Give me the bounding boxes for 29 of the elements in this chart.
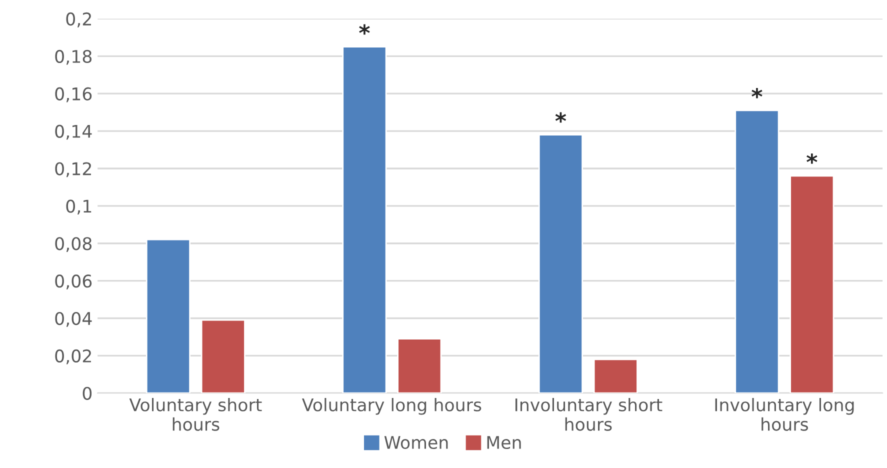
bar — [146, 238, 190, 394]
x-tick-label: Involuntary short hours — [515, 398, 662, 431]
bar — [342, 46, 387, 394]
legend-label: Women — [384, 436, 448, 450]
y-tick-label: 0,02 — [55, 349, 91, 364]
y-tick-label: 0,14 — [55, 124, 92, 140]
legend-label: Men — [487, 436, 521, 450]
y-tick-label: 0,16 — [55, 87, 92, 102]
y-tick-label: 0 — [82, 386, 92, 400]
data-label: * — [555, 112, 566, 123]
y-tick-label: 0,2 — [66, 12, 91, 28]
bar — [397, 338, 442, 394]
data-label: * — [359, 24, 370, 35]
x-tick-label: Involuntary long hours — [715, 398, 854, 431]
x-tick-label: Voluntary long hours — [302, 398, 482, 415]
bar — [734, 110, 780, 394]
y-tick-label: 0,04 — [55, 312, 92, 327]
bar — [200, 319, 246, 394]
y-tick-label: 0,08 — [55, 237, 92, 252]
y-tick-label: 0,12 — [55, 162, 91, 178]
data-label: * — [752, 88, 762, 98]
data-label: * — [806, 153, 818, 164]
y-tick-label: 0,1 — [66, 200, 92, 215]
bar — [790, 175, 834, 394]
bar — [538, 134, 583, 394]
x-tick-label: Voluntary short hours — [129, 398, 262, 431]
y-tick-label: 0,06 — [55, 274, 92, 290]
y-tick-label: 0,18 — [55, 50, 92, 65]
bar — [593, 358, 638, 394]
